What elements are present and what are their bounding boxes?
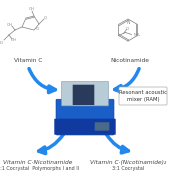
Text: N: N bbox=[126, 20, 130, 25]
FancyBboxPatch shape bbox=[62, 81, 108, 106]
FancyBboxPatch shape bbox=[119, 87, 167, 105]
Text: Vitamin C·(Nicotinamide)₂: Vitamin C·(Nicotinamide)₂ bbox=[90, 160, 166, 165]
Text: Nicotinamide: Nicotinamide bbox=[110, 58, 149, 63]
Text: O: O bbox=[35, 27, 39, 31]
Text: 1:1 Cocrystal  Polymorphs I and II: 1:1 Cocrystal Polymorphs I and II bbox=[0, 166, 79, 171]
Text: HO: HO bbox=[0, 41, 4, 45]
Text: OH: OH bbox=[11, 38, 17, 42]
Text: OH: OH bbox=[29, 7, 35, 11]
Text: Resonant acoustic: Resonant acoustic bbox=[119, 91, 167, 95]
Text: NH₂: NH₂ bbox=[133, 33, 141, 36]
Text: O: O bbox=[126, 26, 129, 30]
Text: OH: OH bbox=[7, 23, 13, 27]
Text: Vitamin C·Nicotinamide: Vitamin C·Nicotinamide bbox=[3, 160, 73, 165]
FancyBboxPatch shape bbox=[73, 85, 94, 105]
Text: 3:1 Cocrystal: 3:1 Cocrystal bbox=[112, 166, 144, 171]
FancyBboxPatch shape bbox=[95, 122, 109, 131]
Text: Vitamin C: Vitamin C bbox=[14, 58, 42, 63]
FancyBboxPatch shape bbox=[55, 119, 115, 135]
Text: O: O bbox=[44, 16, 47, 20]
Text: mixer (RAM): mixer (RAM) bbox=[127, 97, 159, 101]
FancyBboxPatch shape bbox=[56, 99, 114, 135]
